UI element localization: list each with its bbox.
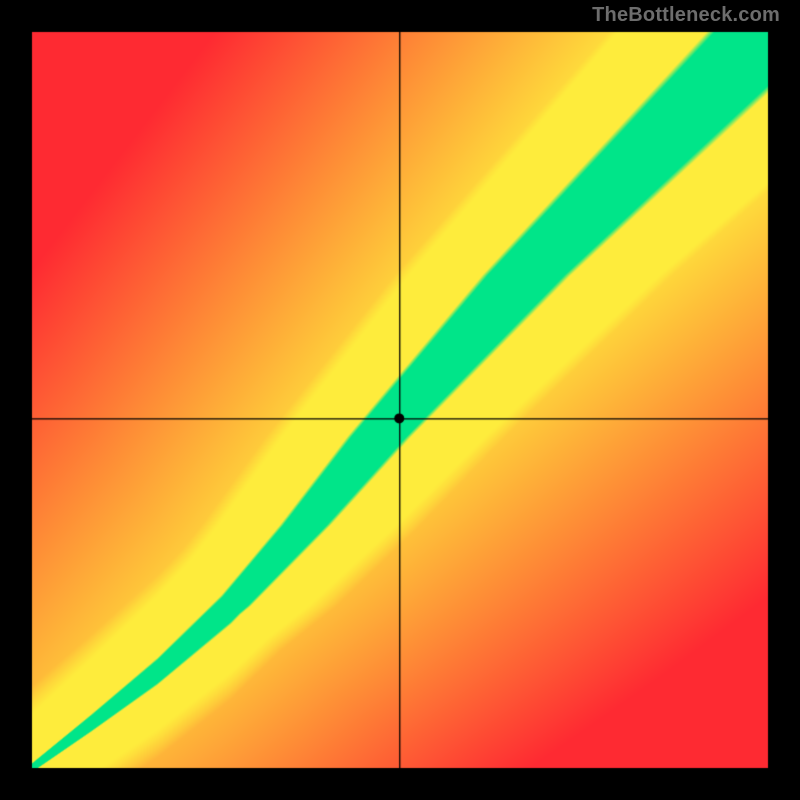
chart-container: TheBottleneck.com bbox=[0, 0, 800, 800]
bottleneck-heatmap bbox=[0, 0, 800, 800]
watermark-text: TheBottleneck.com bbox=[592, 4, 780, 27]
